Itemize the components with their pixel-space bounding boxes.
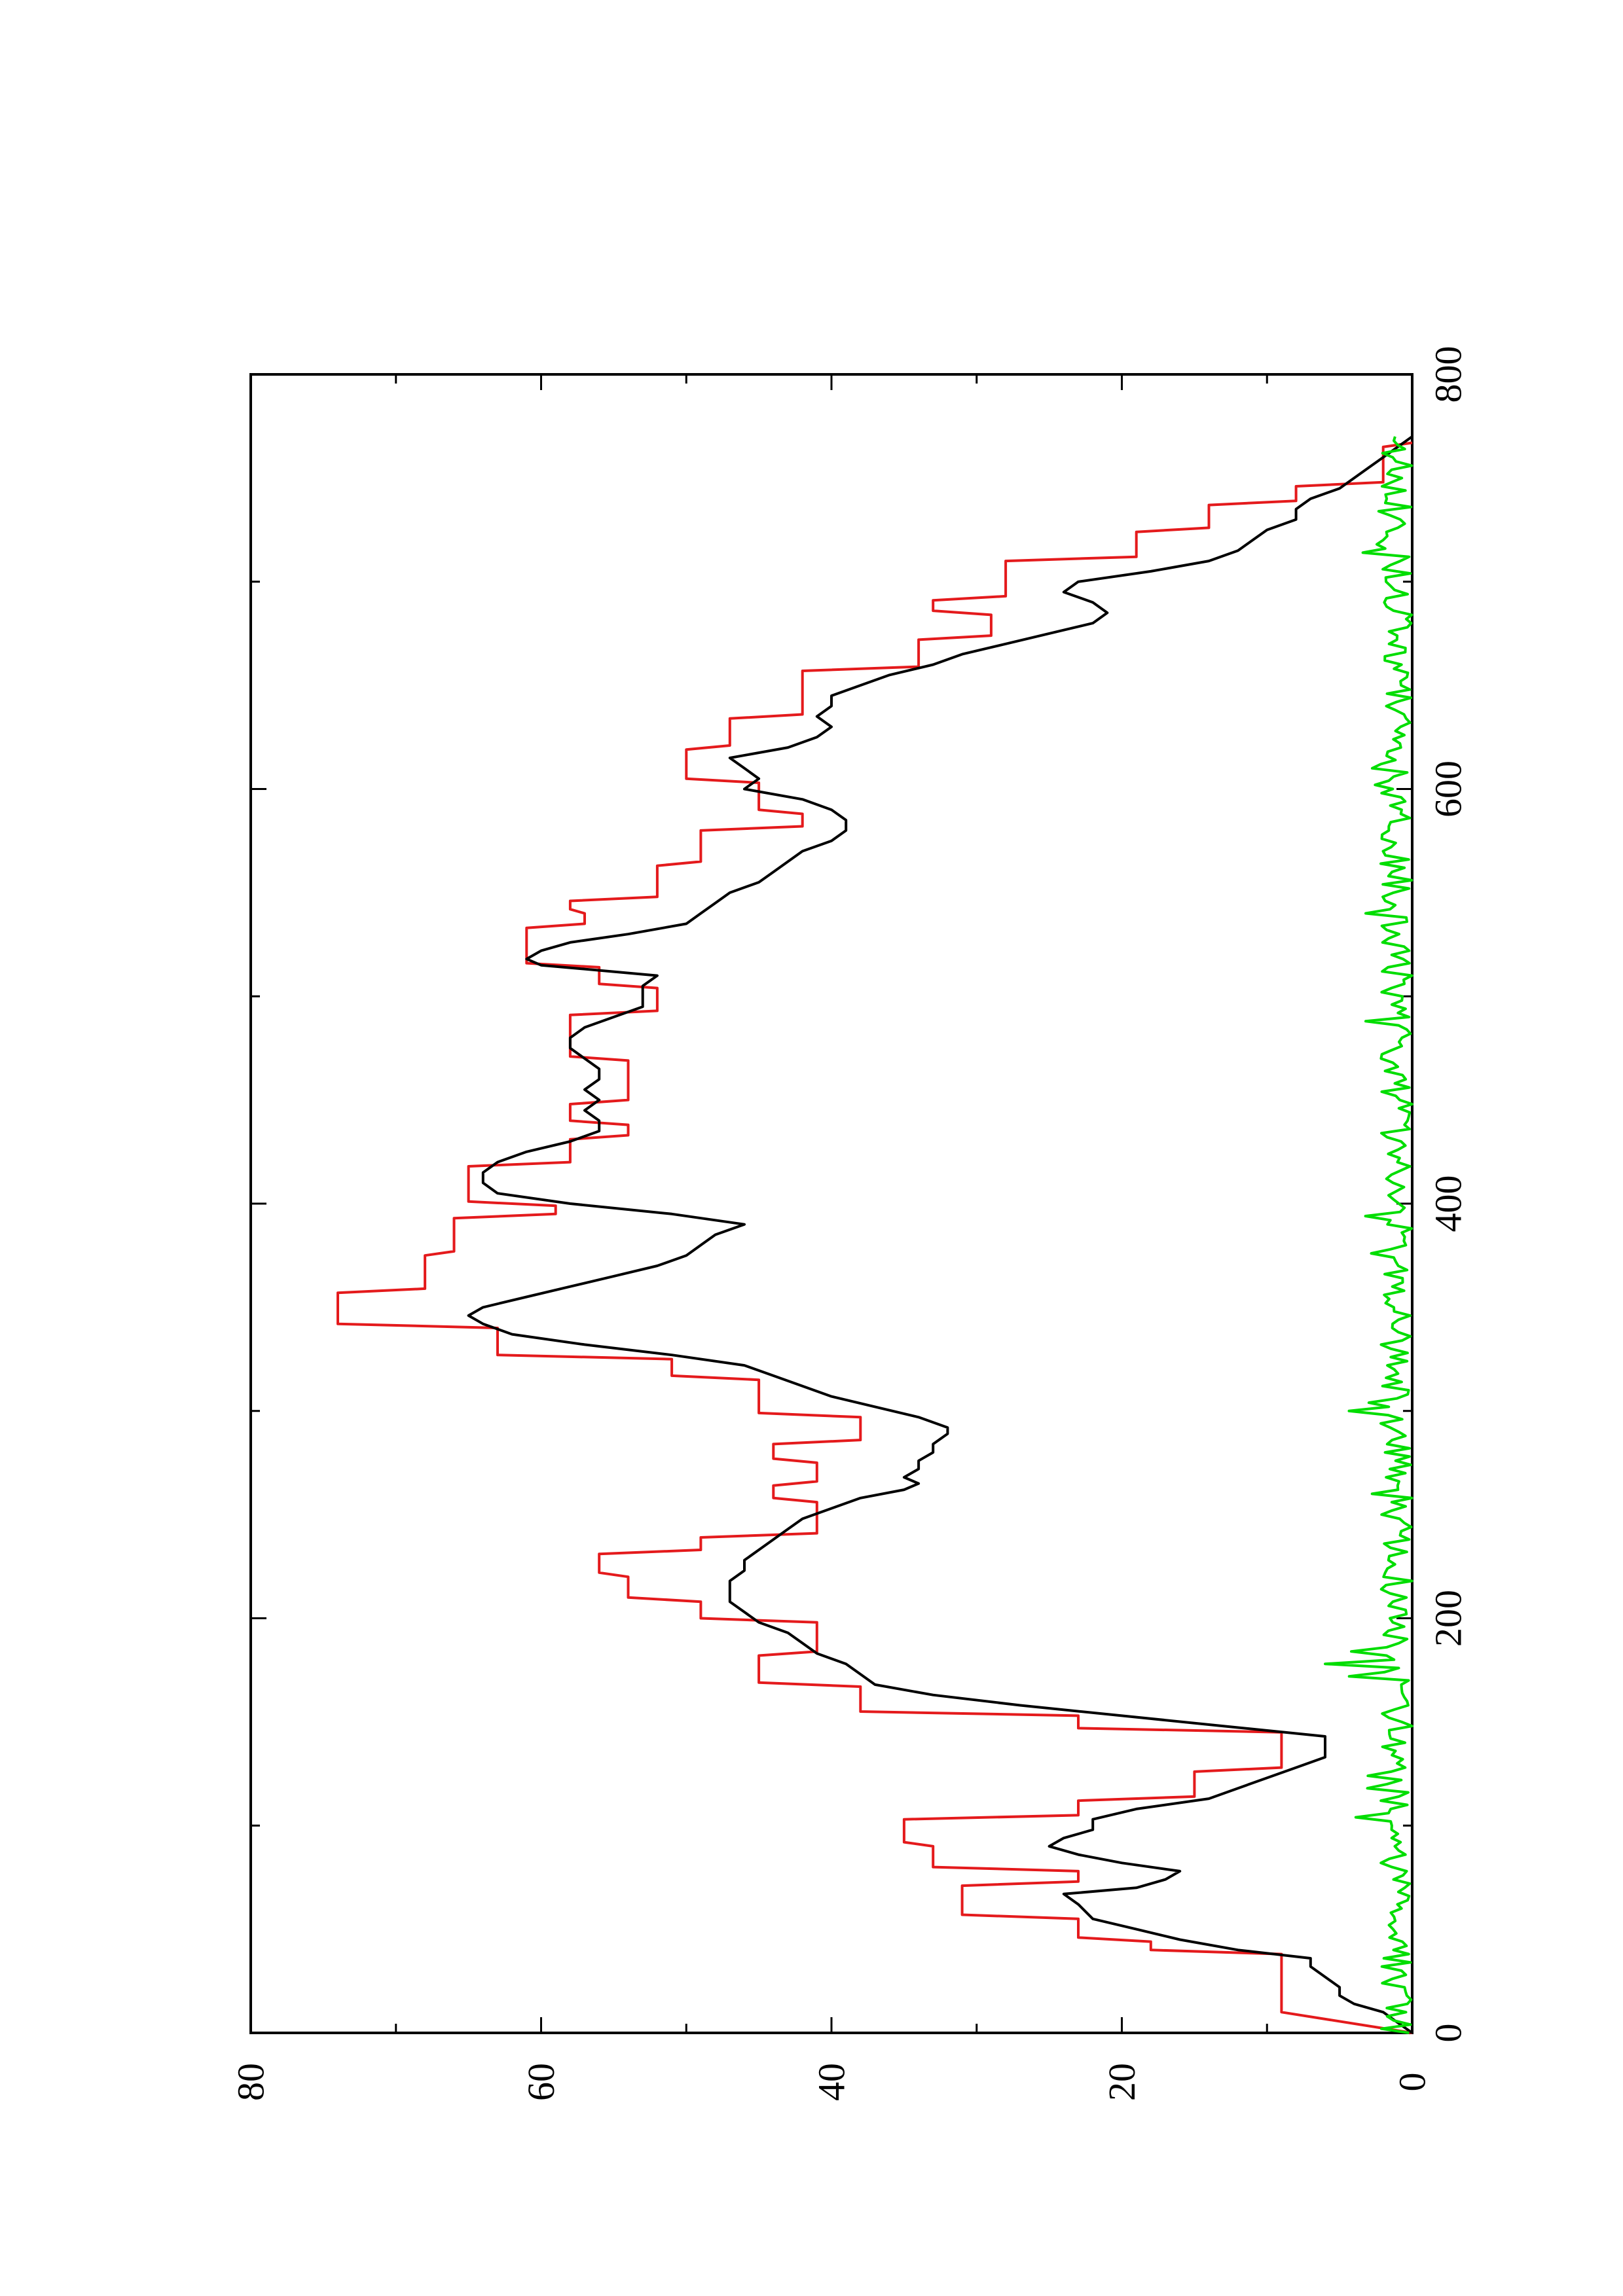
series-3-line: [1324, 436, 1413, 2034]
x-tick-label: 800: [1427, 346, 1470, 403]
x-tick-label: 400: [1427, 1175, 1470, 1232]
y-tick-label: 0: [1391, 2073, 1434, 2092]
series-2-line: [467, 435, 1413, 2034]
plot-layer: 0 200 400 600 800 0 20 40 60 80: [230, 346, 1470, 2102]
y-tick-label: 80: [230, 2063, 272, 2101]
x-tick-label: 0: [1427, 2024, 1470, 2043]
x-tick-label: 200: [1427, 1590, 1470, 1647]
y-tick-label: 40: [811, 2063, 853, 2101]
x-tick-label: 600: [1427, 761, 1470, 817]
plot-frame: [249, 373, 1413, 2034]
y-tick-label: 60: [520, 2063, 562, 2101]
y-tick-label: 20: [1101, 2063, 1143, 2101]
series-1-line: [337, 441, 1413, 2034]
